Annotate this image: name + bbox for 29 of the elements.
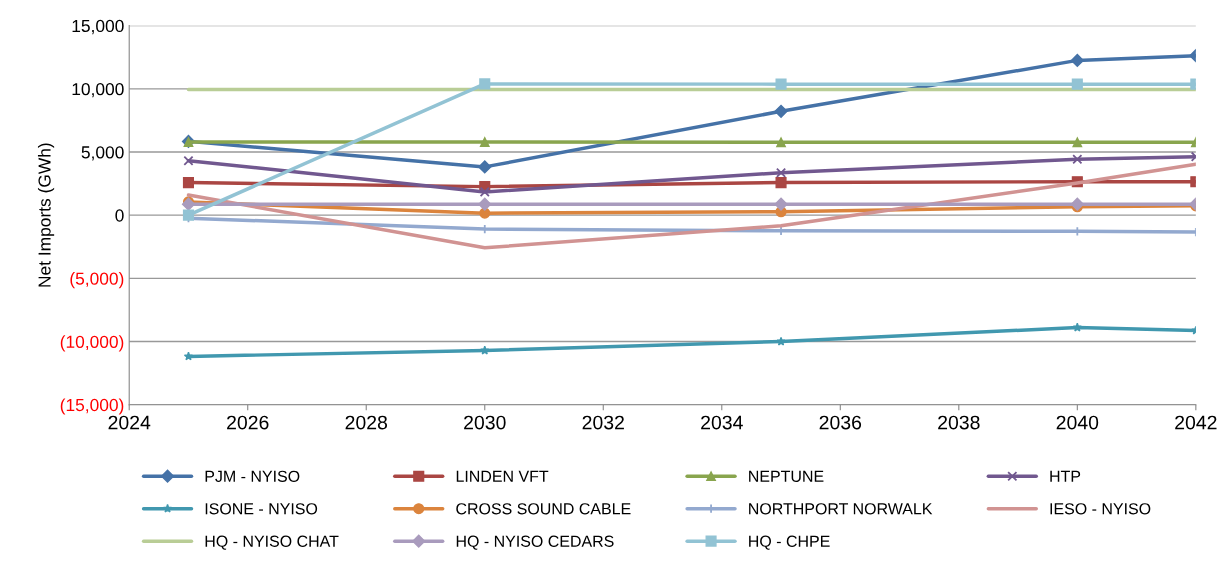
y-tick-label: 0 bbox=[115, 209, 124, 222]
x-tick-label: 2026 bbox=[227, 415, 269, 430]
x-tick-label: 2042 bbox=[1175, 415, 1217, 430]
legend-label: CROSS SOUND CABLE bbox=[456, 503, 631, 515]
x-tick-label: 2032 bbox=[582, 415, 624, 430]
x-tick-label: 2036 bbox=[819, 415, 862, 430]
x-tick-label: 2024 bbox=[108, 415, 151, 430]
legend-label: PJM - NYISO bbox=[205, 470, 300, 482]
legend-label: HQ - NYISO CHAT bbox=[205, 535, 339, 550]
legend-label: HQ - CHPE bbox=[749, 535, 830, 550]
x-tick-label: 2038 bbox=[938, 415, 980, 430]
legend-label: NORTHPORT NORWALK bbox=[749, 503, 933, 515]
x-tick-label: 2034 bbox=[701, 415, 743, 430]
x-tick-label: 2040 bbox=[1056, 415, 1099, 430]
legend-label: NEPTUNE bbox=[749, 470, 824, 482]
y-axis-title: Net Imports (GWh) bbox=[37, 143, 55, 287]
y-tick-label: (10,000) bbox=[60, 335, 124, 352]
legend-label: LINDEN VFT bbox=[456, 470, 549, 482]
y-tick-label: 5,000 bbox=[81, 146, 124, 161]
y-tick-label: 15,000 bbox=[72, 19, 124, 35]
legend-label: HQ - NYISO CEDARS bbox=[456, 535, 614, 550]
y-tick-label: (5,000) bbox=[70, 272, 124, 289]
x-tick-label: 2030 bbox=[464, 415, 506, 430]
legend-label: IESO - NYISO bbox=[1050, 503, 1151, 515]
y-tick-label: 10,000 bbox=[72, 82, 124, 98]
x-tick-label: 2028 bbox=[345, 415, 388, 430]
y-tick-label: (15,000) bbox=[60, 398, 124, 415]
legend-label: HTP bbox=[1050, 470, 1081, 482]
legend-label: ISONE - NYISO bbox=[205, 503, 318, 515]
